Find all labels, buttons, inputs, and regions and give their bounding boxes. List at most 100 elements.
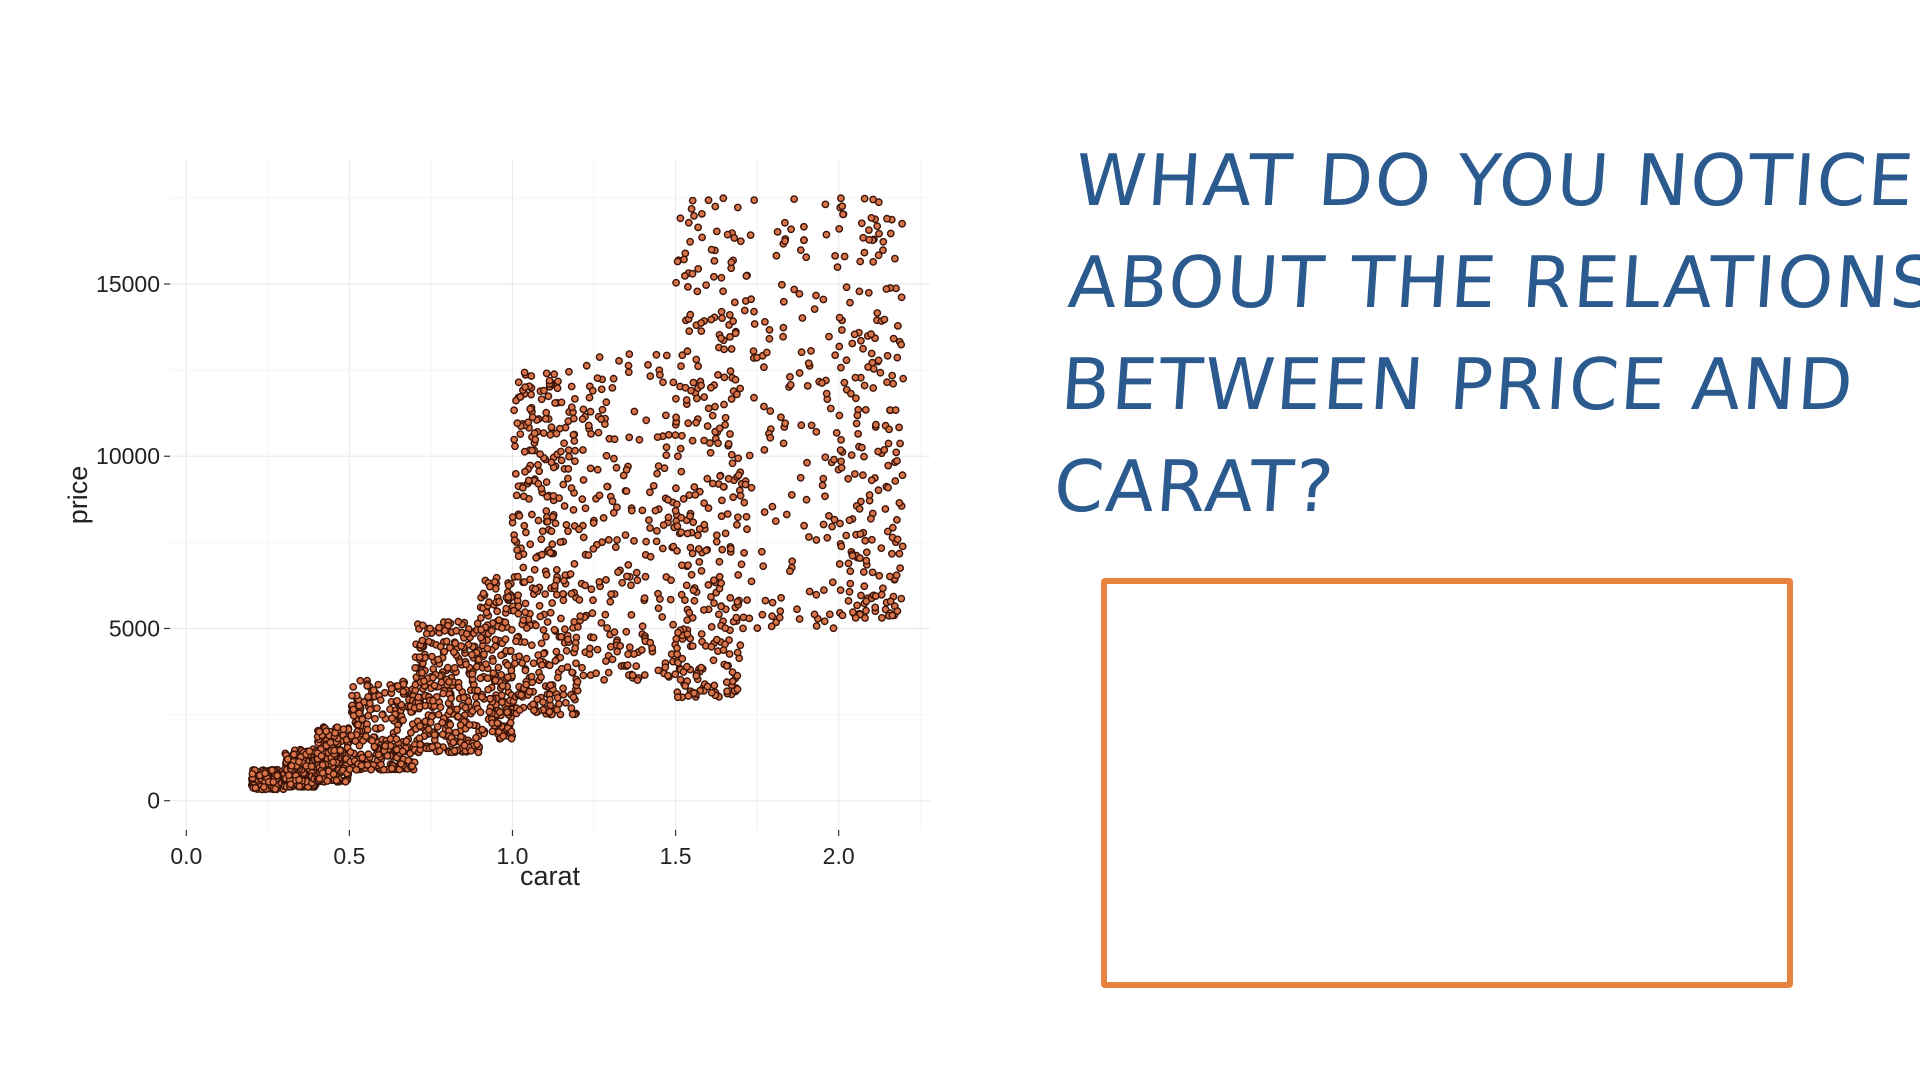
data-point xyxy=(851,614,860,622)
data-point xyxy=(786,567,794,576)
data-point xyxy=(879,237,888,246)
data-point xyxy=(760,402,768,411)
data-point xyxy=(354,720,362,729)
data-point xyxy=(552,429,561,438)
data-point xyxy=(507,727,516,736)
data-point xyxy=(623,572,631,581)
data-point xyxy=(352,765,361,774)
data-point xyxy=(514,552,523,561)
data-point xyxy=(542,632,550,641)
data-point xyxy=(387,684,396,693)
data-point xyxy=(494,663,503,672)
data-point xyxy=(627,611,636,619)
data-point xyxy=(449,738,458,747)
data-point xyxy=(542,570,551,579)
data-point xyxy=(430,730,439,739)
data-point xyxy=(329,758,337,767)
data-point xyxy=(697,630,706,638)
data-point xyxy=(543,618,552,626)
data-point xyxy=(554,377,562,386)
data-point xyxy=(886,229,895,238)
data-point xyxy=(658,613,667,621)
data-point xyxy=(497,691,506,700)
data-point xyxy=(633,676,642,684)
data-point xyxy=(880,445,889,454)
data-point xyxy=(315,727,324,736)
data-point xyxy=(760,508,769,516)
data-point xyxy=(845,587,854,596)
data-point xyxy=(574,623,582,631)
data-point xyxy=(618,578,627,587)
data-point xyxy=(514,378,523,387)
data-point xyxy=(762,348,771,357)
data-point xyxy=(846,579,855,588)
data-point xyxy=(781,419,790,428)
data-point xyxy=(567,382,576,391)
data-point xyxy=(495,597,504,606)
data-point xyxy=(865,491,874,499)
data-point xyxy=(719,482,728,491)
data-point xyxy=(857,219,866,228)
data-point xyxy=(537,535,546,544)
data-point xyxy=(488,727,497,736)
data-point xyxy=(512,491,521,500)
data-point xyxy=(435,623,443,632)
data-point xyxy=(568,710,577,719)
data-point xyxy=(571,457,579,466)
data-point xyxy=(790,195,798,204)
data-point xyxy=(562,646,571,655)
data-point xyxy=(485,707,494,716)
question-text: WHAT DO YOU NOTICE ABOUT THE RELATIONSHI… xyxy=(1051,130,1920,538)
data-point xyxy=(317,752,326,760)
data-point xyxy=(742,512,751,521)
data-point xyxy=(467,650,476,659)
data-point xyxy=(536,612,545,621)
data-point xyxy=(710,576,718,585)
data-point xyxy=(453,705,461,714)
answer-box[interactable] xyxy=(1101,578,1793,988)
data-point xyxy=(707,623,716,631)
data-point xyxy=(898,542,907,551)
data-point xyxy=(782,510,791,519)
data-point xyxy=(703,682,712,691)
data-point xyxy=(797,348,806,357)
data-point xyxy=(721,624,730,632)
data-point xyxy=(462,660,470,669)
data-point xyxy=(438,718,447,727)
data-point xyxy=(779,323,788,332)
data-point xyxy=(677,513,686,522)
data-point xyxy=(695,558,704,566)
data-point xyxy=(520,368,529,377)
data-point xyxy=(450,746,459,755)
data-point xyxy=(512,637,520,646)
data-point xyxy=(622,627,631,636)
data-point xyxy=(498,698,506,707)
data-point xyxy=(680,255,688,264)
data-point xyxy=(897,340,906,349)
data-point xyxy=(561,625,569,634)
data-point xyxy=(545,661,554,670)
x-tick-label: 2.0 xyxy=(823,843,855,869)
data-point xyxy=(882,285,891,293)
data-point xyxy=(677,362,685,370)
data-point xyxy=(720,373,729,382)
data-point xyxy=(717,273,726,282)
data-point xyxy=(576,612,585,620)
data-point xyxy=(602,576,610,584)
data-point xyxy=(743,525,751,534)
data-point xyxy=(485,582,494,591)
data-point xyxy=(435,746,444,755)
data-point xyxy=(779,297,788,306)
data-point xyxy=(844,597,853,605)
data-point xyxy=(682,396,691,404)
data-point xyxy=(625,433,634,442)
data-point xyxy=(473,740,481,749)
data-point xyxy=(681,682,690,690)
data-point xyxy=(564,446,573,455)
data-point xyxy=(370,714,379,723)
data-point xyxy=(585,393,594,402)
data-point xyxy=(848,339,857,348)
data-point xyxy=(569,693,578,702)
data-point xyxy=(704,504,713,512)
data-point xyxy=(638,622,647,631)
